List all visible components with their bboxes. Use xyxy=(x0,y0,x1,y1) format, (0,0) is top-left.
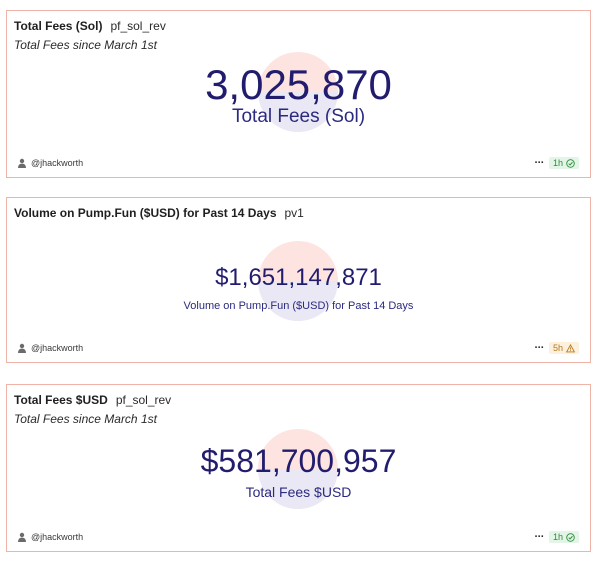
user-avatar-icon xyxy=(18,532,26,542)
card-actions: ··· 1h xyxy=(534,157,579,169)
author[interactable]: @jhackworth xyxy=(17,158,83,168)
check-circle-icon xyxy=(566,532,575,542)
counter-label: Total Fees $USD xyxy=(245,484,352,500)
card-header: Total Fees $USD pf_sol_rev xyxy=(14,393,171,407)
more-options-button[interactable]: ··· xyxy=(534,157,544,169)
counter-card-total-fees-sol: Total Fees (Sol) pf_sol_rev Total Fees si… xyxy=(6,10,591,178)
card-actions: ··· 1h xyxy=(534,531,579,543)
refresh-age: 1h xyxy=(552,532,563,542)
more-options-button[interactable]: ··· xyxy=(534,342,544,354)
author-name: @jhackworth xyxy=(31,532,84,542)
user-avatar-icon xyxy=(18,158,26,168)
counter-value: $581,700,957 xyxy=(200,443,397,479)
counter-card-total-fees-usd: Total Fees $USD pf_sol_rev Total Fees sin… xyxy=(6,384,591,552)
card-subtitle: Total Fees since March 1st xyxy=(14,38,157,52)
author[interactable]: @jhackworth xyxy=(17,343,83,353)
card-subtitle: Total Fees since March 1st xyxy=(14,412,157,426)
dune-logo-watermark-icon xyxy=(258,429,338,509)
refresh-status-badge[interactable]: 1h xyxy=(548,531,579,543)
card-actions: ··· 5h xyxy=(534,342,579,354)
user-avatar-icon xyxy=(18,343,26,353)
query-name[interactable]: pf_sol_rev xyxy=(115,393,172,407)
query-name[interactable]: pf_sol_rev xyxy=(110,19,166,33)
refresh-status-badge[interactable]: 5h xyxy=(548,342,579,354)
author-name: @jhackworth xyxy=(31,343,84,353)
counter-label: Volume on Pump.Fun ($USD) for Past 14 Da… xyxy=(183,300,414,312)
refresh-age: 5h xyxy=(552,343,563,353)
counter-value: $1,651,147,871 xyxy=(215,264,382,291)
more-options-button[interactable]: ··· xyxy=(534,531,544,543)
counter-label: Total Fees (Sol) xyxy=(231,106,366,127)
query-name[interactable]: pv1 xyxy=(284,206,304,220)
refresh-age: 1h xyxy=(552,158,563,168)
card-header: Volume on Pump.Fun ($USD) for Past 14 Da… xyxy=(14,206,304,220)
counter-card-volume-pump-fun: Volume on Pump.Fun ($USD) for Past 14 Da… xyxy=(6,197,591,363)
counter-value: 3,025,870 xyxy=(205,61,392,108)
author-name: @jhackworth xyxy=(31,158,84,168)
card-title[interactable]: Total Fees (Sol) xyxy=(14,19,103,33)
check-circle-icon xyxy=(566,158,575,168)
card-header: Total Fees (Sol) pf_sol_rev xyxy=(14,19,166,33)
author[interactable]: @jhackworth xyxy=(17,532,83,542)
warning-triangle-icon xyxy=(566,343,575,352)
card-title[interactable]: Total Fees $USD xyxy=(14,393,108,407)
refresh-status-badge[interactable]: 1h xyxy=(548,157,579,169)
card-title[interactable]: Volume on Pump.Fun ($USD) for Past 14 Da… xyxy=(14,206,277,220)
